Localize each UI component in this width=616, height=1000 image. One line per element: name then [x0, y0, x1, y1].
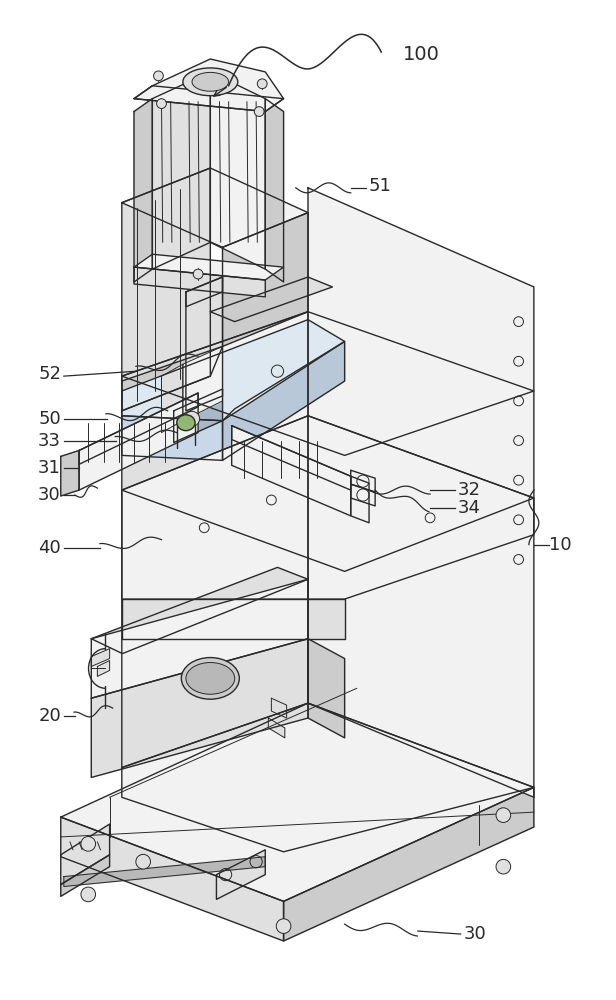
- Circle shape: [81, 887, 95, 902]
- Polygon shape: [210, 277, 333, 322]
- Text: 31: 31: [38, 459, 61, 477]
- Circle shape: [276, 919, 291, 933]
- Polygon shape: [283, 787, 534, 941]
- Polygon shape: [308, 639, 344, 738]
- Polygon shape: [308, 188, 534, 797]
- Polygon shape: [64, 857, 265, 886]
- Polygon shape: [134, 86, 283, 112]
- Circle shape: [136, 854, 150, 869]
- Ellipse shape: [186, 663, 235, 694]
- Polygon shape: [122, 168, 210, 411]
- Text: 32: 32: [458, 481, 480, 499]
- Text: 52: 52: [38, 365, 61, 383]
- Polygon shape: [134, 267, 265, 297]
- Polygon shape: [61, 824, 110, 885]
- Polygon shape: [122, 416, 222, 460]
- Polygon shape: [134, 254, 283, 280]
- Circle shape: [153, 71, 163, 81]
- Polygon shape: [351, 470, 375, 492]
- Polygon shape: [122, 312, 308, 768]
- Ellipse shape: [177, 415, 195, 431]
- Polygon shape: [122, 599, 344, 639]
- Polygon shape: [351, 476, 369, 523]
- Polygon shape: [122, 312, 534, 455]
- Circle shape: [254, 107, 264, 116]
- Polygon shape: [91, 649, 110, 666]
- Polygon shape: [265, 99, 283, 282]
- Polygon shape: [232, 426, 351, 490]
- Text: 40: 40: [38, 539, 61, 557]
- Polygon shape: [91, 567, 308, 654]
- Circle shape: [257, 79, 267, 89]
- Polygon shape: [186, 277, 222, 411]
- Polygon shape: [269, 718, 285, 738]
- Polygon shape: [161, 364, 183, 433]
- Polygon shape: [122, 703, 534, 852]
- Text: 30: 30: [464, 925, 487, 943]
- Polygon shape: [91, 579, 308, 698]
- Polygon shape: [134, 59, 283, 112]
- Text: 30: 30: [38, 486, 61, 504]
- Text: 100: 100: [403, 45, 439, 64]
- Text: 10: 10: [549, 536, 572, 554]
- Ellipse shape: [181, 658, 240, 699]
- Polygon shape: [79, 393, 198, 464]
- Polygon shape: [222, 213, 308, 346]
- Polygon shape: [61, 855, 110, 896]
- Polygon shape: [183, 346, 222, 421]
- Polygon shape: [152, 72, 210, 269]
- Polygon shape: [216, 850, 265, 899]
- Polygon shape: [232, 426, 351, 516]
- Polygon shape: [134, 99, 152, 282]
- Text: 33: 33: [38, 432, 61, 450]
- Polygon shape: [351, 484, 375, 506]
- Polygon shape: [61, 450, 79, 496]
- Circle shape: [496, 808, 511, 822]
- Polygon shape: [97, 661, 110, 676]
- Polygon shape: [122, 168, 308, 247]
- Circle shape: [81, 837, 95, 851]
- Polygon shape: [91, 639, 308, 777]
- Polygon shape: [61, 817, 283, 941]
- Circle shape: [496, 859, 511, 874]
- Polygon shape: [174, 389, 222, 443]
- Polygon shape: [79, 393, 198, 490]
- Polygon shape: [122, 416, 534, 571]
- Polygon shape: [122, 320, 344, 421]
- Polygon shape: [122, 346, 222, 411]
- Ellipse shape: [183, 68, 238, 96]
- Polygon shape: [222, 341, 344, 460]
- Circle shape: [156, 99, 166, 108]
- Polygon shape: [61, 703, 534, 901]
- Ellipse shape: [192, 72, 229, 91]
- Text: 34: 34: [458, 499, 480, 517]
- Ellipse shape: [184, 411, 200, 426]
- Polygon shape: [186, 277, 222, 307]
- Polygon shape: [122, 416, 534, 599]
- Polygon shape: [272, 698, 286, 718]
- Polygon shape: [210, 72, 265, 269]
- Circle shape: [193, 269, 203, 279]
- Text: 50: 50: [38, 410, 61, 428]
- Text: 20: 20: [38, 707, 61, 725]
- Text: 51: 51: [369, 177, 392, 195]
